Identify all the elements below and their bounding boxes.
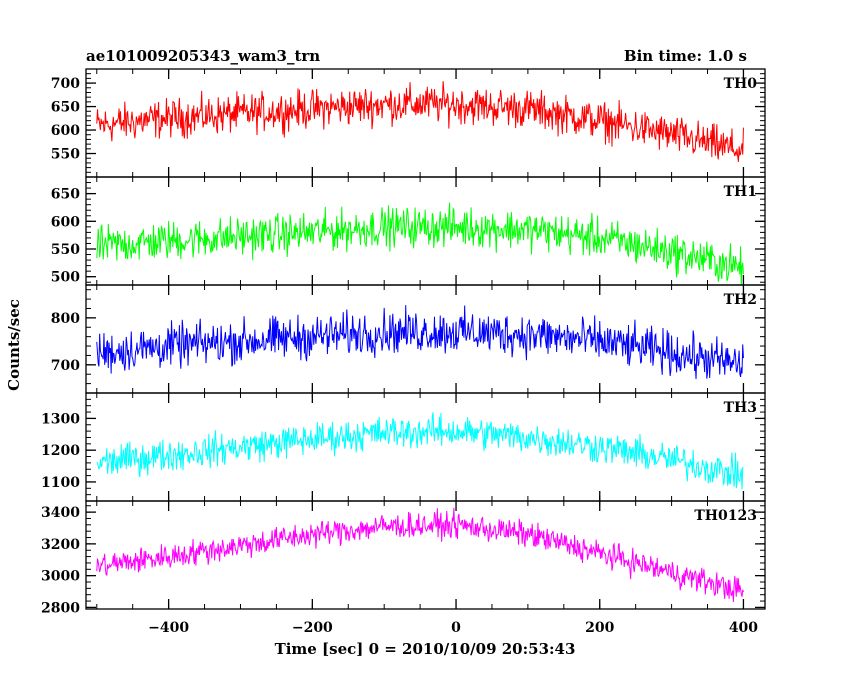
y-tick-label: 3200 [41,537,80,553]
panel-label: TH3 [724,400,757,416]
panel-th0123: 2800 3000 3200 3400 TH0123 [41,500,766,616]
panel-th1: 500 550 600 650 TH1 [51,176,766,286]
series-line-th1 [96,202,744,285]
y-tick-label: 3000 [41,569,80,585]
y-tick-label: 2800 [41,600,80,616]
bin-time-label: Bin time: 1.0 s [624,47,747,65]
y-tick-label: 650 [51,100,80,116]
x-tick-label: 200 [585,620,614,636]
y-tick-label: 600 [51,123,80,139]
panel-th0: 550 600 650 700 TH0 [51,68,766,178]
y-axis-label: Counts/sec [5,299,23,391]
panel-label: TH1 [724,184,757,200]
series-line-th0 [96,81,744,162]
y-tick-label: 3400 [41,505,80,521]
y-tick-label: 700 [51,358,80,374]
chart-title: ae101009205343_wam3_trn [86,47,320,65]
series-line-th0123 [96,507,744,603]
x-axis-label: Time [sec] 0 = 2010/10/09 20:53:43 [275,640,576,658]
y-tick-label: 1100 [41,475,80,491]
panel-label: TH0123 [694,508,757,524]
panel-th3: 1100 1200 1300 TH3 [41,392,766,502]
panel-frame [85,392,766,502]
x-tick-label: −400 [148,620,189,636]
series-line-th3 [96,412,744,490]
x-tick-label: −200 [292,620,333,636]
y-tick-label: 1200 [41,443,80,459]
y-tick-label: 550 [51,147,80,163]
panel-frame [85,500,766,610]
y-tick-label: 500 [51,270,80,286]
panel-th2: 700 800 TH2 [51,284,766,394]
x-tick-label: 0 [451,620,461,636]
y-tick-label: 650 [51,187,80,203]
y-tick-label: 550 [51,242,80,258]
x-axis: −400 −200 0 200 400 [148,620,758,636]
y-tick-label: 1300 [41,411,80,427]
panels-group: 550 600 650 700 TH0 500 550 600 650 TH1 700 800 TH2 1… [41,68,766,616]
panel-label: TH2 [724,292,757,308]
series-line-th2 [96,305,744,379]
y-tick-label: 600 [51,214,80,230]
y-tick-label: 700 [51,76,80,92]
panel-label: TH0 [724,76,758,92]
x-tick-label: 400 [729,620,758,636]
y-tick-label: 800 [51,311,80,327]
